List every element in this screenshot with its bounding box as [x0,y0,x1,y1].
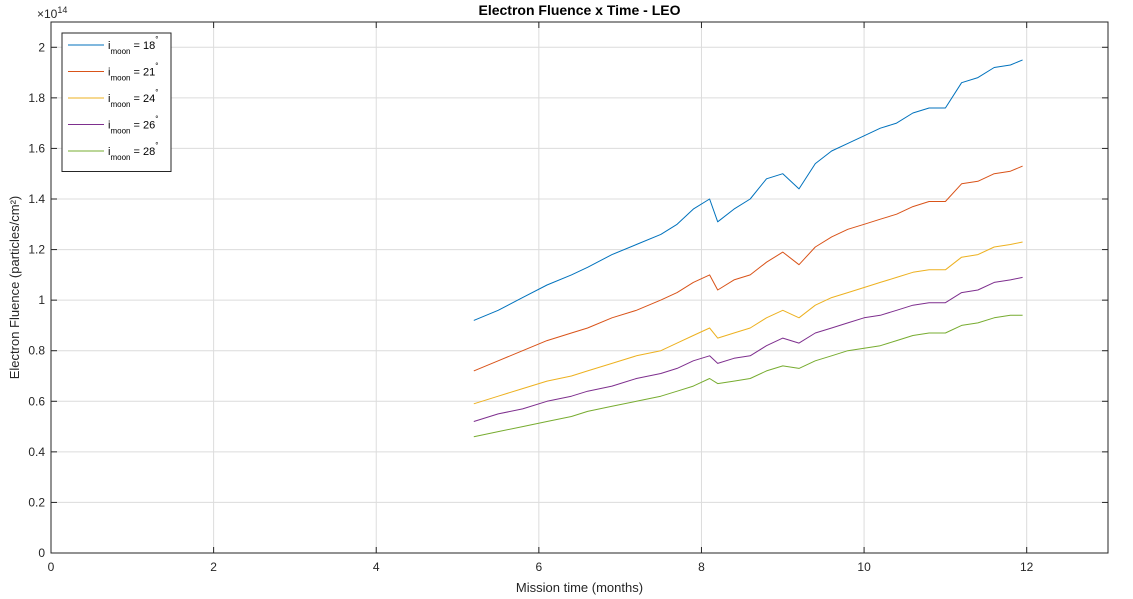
legend-subscript: moon [110,127,130,136]
y-tick-label: 0.4 [28,445,45,459]
x-tick-label: 10 [857,560,871,574]
legend-symbol: i [108,93,110,105]
y-tick-label: 0.8 [28,344,45,358]
legend-superscript: ° [155,115,158,124]
legend-superscript: ° [155,141,158,150]
y-axis-exponent-base: ×10 [37,7,58,21]
y-axis-label: Electron Fluence (particles/cm²) [7,196,22,380]
x-tick-label: 12 [1020,560,1034,574]
series-layer [473,59,1023,438]
ticks: 0 2 4 6 8 10 12 0 0.2 0.4 0.6 0.8 1 1.2 1.4 1.6 1.8 2 [28,22,1108,574]
legend-superscript: ° [155,35,158,44]
y-tick-label: 2 [38,40,45,54]
y-tick-label: 1 [38,293,45,307]
legend-entry-1: imoon = 18° [108,35,158,56]
x-tick-label: 6 [536,560,543,574]
x-tick-label: 4 [373,560,380,574]
legend-value: = 28 [130,146,155,158]
y-tick-label: 0.6 [28,394,45,408]
legend-subscript: moon [110,74,130,83]
chart-title: Electron Fluence x Time - LEO [478,2,680,18]
x-tick-label: 8 [698,560,705,574]
y-tick-label: 1.8 [28,91,45,105]
legend-symbol: i [108,120,110,132]
legend-symbol: i [108,146,110,158]
legend: imoon = 18°imoon = 21°imoon = 24°imoon =… [61,32,172,172]
legend-entry-3: imoon = 24° [108,88,158,109]
legend-entry-4: imoon = 26° [108,115,158,136]
plot-area [51,22,1108,553]
y-tick-label: 1.6 [28,141,45,155]
legend-symbol: i [108,67,110,79]
legend-subscript: moon [110,47,130,56]
y-tick-label: 1.2 [28,243,45,257]
series-line-5 [473,314,1023,438]
legend-box [61,32,172,172]
y-axis-exponent-power: 14 [57,5,67,15]
y-tick-label: 0.2 [28,495,45,509]
x-axis-label: Mission time (months) [516,580,643,595]
y-axis-exponent: ×1014 [37,5,67,21]
series-line-1 [473,59,1023,321]
legend-value: = 21 [130,67,155,79]
legend-subscript: moon [110,100,130,109]
series-line-4 [473,276,1023,422]
legend-entry-5: imoon = 28° [108,141,158,162]
x-tick-label: 0 [48,560,55,574]
legend-subscript: moon [110,153,130,162]
legend-superscript: ° [155,62,158,71]
legend-value: = 24 [130,93,155,105]
y-tick-label: 0 [38,546,45,560]
y-tick-label: 1.4 [28,192,45,206]
series-line-2 [473,165,1023,372]
legend-superscript: ° [155,88,158,97]
legend-value: = 26 [130,120,155,132]
legend-symbol: i [108,40,110,52]
legend-entry-2: imoon = 21° [108,62,158,83]
x-tick-label: 2 [210,560,217,574]
series-line-3 [473,241,1023,405]
plot-frame [50,21,1109,554]
legend-value: = 18 [130,40,155,52]
